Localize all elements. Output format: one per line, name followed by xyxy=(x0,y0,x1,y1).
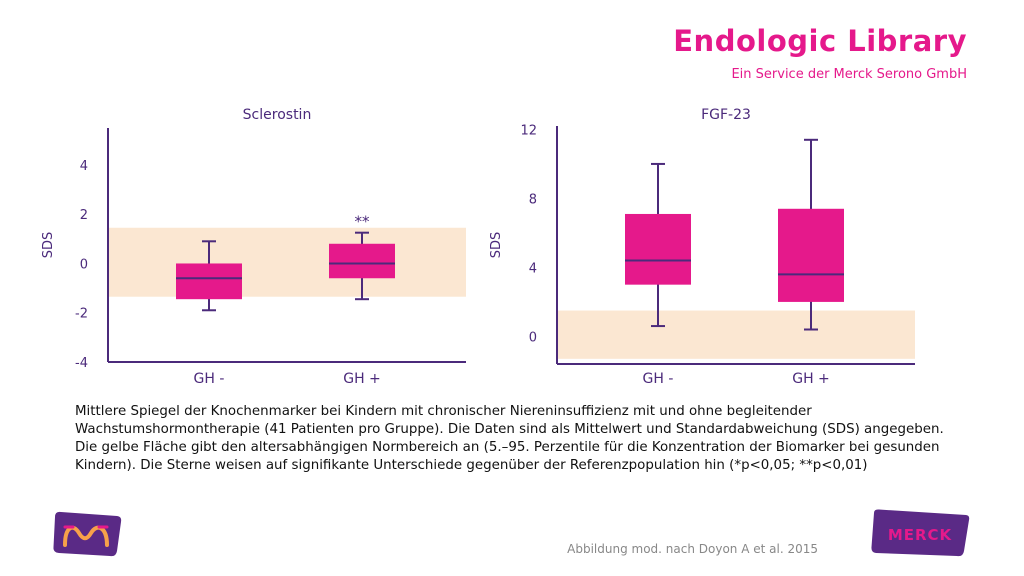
x-tick-label: GH - xyxy=(643,371,674,387)
figure-caption: Mittlere Spiegel der Knochenmarker bei K… xyxy=(75,404,944,473)
box xyxy=(176,263,242,300)
box xyxy=(778,208,844,302)
brand-subtitle: Ein Service der Merck Serono GmbH xyxy=(731,67,967,82)
source-note: Abbildung mod. nach Doyon A et al. 2015 xyxy=(567,542,818,556)
chart-title: FGF-23 xyxy=(701,107,751,123)
box xyxy=(329,243,395,279)
y-tick-label: -2 xyxy=(75,307,88,322)
y-tick-label: 4 xyxy=(80,159,88,174)
x-tick-label: GH + xyxy=(343,371,381,387)
y-tick-label: -4 xyxy=(75,356,88,371)
chart-title: Sclerostin xyxy=(243,107,312,123)
brand-title: Endologic Library xyxy=(673,24,967,58)
y-axis-label: SDS xyxy=(41,232,56,259)
reference-band xyxy=(557,310,915,359)
merck-m-logo xyxy=(53,511,122,557)
charts-area: Sclerostin SDS 4 2 0 -2 -4 GH - GH + ** FGF-23 SDS 1… xyxy=(41,107,915,387)
reference-band xyxy=(108,227,466,297)
y-tick-label: 4 xyxy=(529,261,537,276)
merck-wordmark-logo: MERCK xyxy=(871,509,970,557)
y-tick-label: 0 xyxy=(80,257,88,272)
significance-annotation: ** xyxy=(355,213,371,231)
y-tick-label: 8 xyxy=(529,192,537,207)
x-tick-label: GH + xyxy=(792,371,830,387)
y-tick-label: 12 xyxy=(520,123,537,138)
y-axis-label: SDS xyxy=(489,232,504,259)
box xyxy=(625,213,691,285)
x-tick-label: GH - xyxy=(194,371,225,387)
y-tick-label: 2 xyxy=(80,208,88,223)
y-tick-label: 0 xyxy=(529,330,537,345)
merck-wordmark-text: MERCK xyxy=(888,526,953,544)
